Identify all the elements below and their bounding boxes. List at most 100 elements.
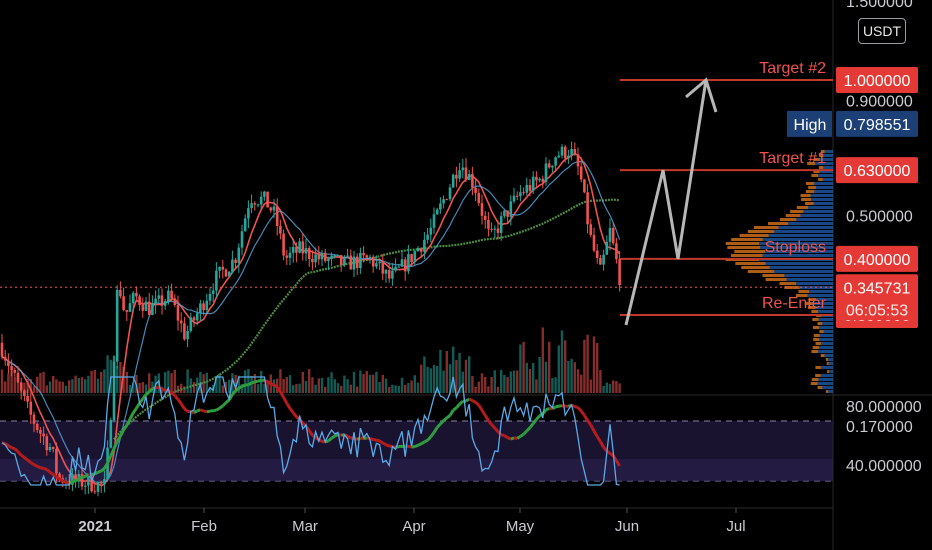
volume-bar xyxy=(592,336,596,393)
profile-bar xyxy=(800,194,811,197)
volume-bar xyxy=(522,342,525,393)
countdown-label: 06:05:53 xyxy=(846,302,908,319)
rsi-signal-segment xyxy=(535,414,541,421)
volume-bar xyxy=(410,380,413,393)
volume-bar xyxy=(426,366,429,393)
volume-bar xyxy=(570,358,573,393)
volume-bar xyxy=(7,373,10,393)
profile-bar xyxy=(820,342,833,345)
candle-body xyxy=(183,323,186,340)
rsi-signal-segment xyxy=(266,380,272,385)
candle-body xyxy=(330,255,333,259)
volume-bar xyxy=(490,377,493,393)
volume-bar xyxy=(240,384,244,393)
candle-body xyxy=(55,448,58,474)
rsi-signal-segment xyxy=(285,402,292,410)
rsi-signal-segment xyxy=(72,479,76,484)
volume-bar xyxy=(477,381,480,393)
candle-body xyxy=(176,305,180,321)
candle-body xyxy=(455,174,458,179)
rsi-signal-segment xyxy=(307,429,314,437)
rsi-signal-segment xyxy=(45,468,51,474)
rsi-signal-segment xyxy=(327,437,333,443)
volume-bar xyxy=(551,378,554,393)
candle-body xyxy=(243,218,247,232)
rsi-signal-segment xyxy=(97,469,102,474)
volume-bar xyxy=(468,356,471,393)
volume-bar xyxy=(586,334,589,393)
level-price-tag-bg xyxy=(836,245,918,272)
volume-bar xyxy=(138,383,141,393)
volume-bar xyxy=(618,383,621,393)
candle-body xyxy=(339,255,343,265)
rsi-signal-segment xyxy=(254,379,259,384)
profile-bar xyxy=(818,310,833,313)
volume-bar xyxy=(487,386,490,393)
candle-body xyxy=(195,313,199,321)
candle-body xyxy=(279,225,282,234)
volume-bar xyxy=(388,386,391,393)
candle-body xyxy=(93,491,97,493)
rsi-signal-segment xyxy=(179,402,186,410)
candle-body xyxy=(144,301,148,311)
rsi-signal-segment xyxy=(40,466,44,470)
profile-bar xyxy=(808,206,833,209)
profile-bar xyxy=(818,350,833,353)
profile-bar xyxy=(796,206,809,209)
volume-bar xyxy=(61,381,64,393)
profile-bar xyxy=(807,162,816,165)
candle-body xyxy=(135,292,138,297)
volume-bar xyxy=(493,370,496,393)
rsi-signal-segment xyxy=(503,434,509,439)
rsi-signal-segment xyxy=(408,445,412,449)
rsi-signal-segment xyxy=(65,480,70,485)
volume-bar xyxy=(16,375,20,393)
profile-bar xyxy=(818,378,833,381)
volume-bar xyxy=(583,339,586,393)
profile-bar xyxy=(807,294,833,297)
candle-body xyxy=(119,289,122,297)
rsi-signal-segment xyxy=(519,433,525,438)
profile-bar xyxy=(762,254,833,257)
candle-body xyxy=(442,199,445,204)
volume-bar xyxy=(436,365,439,393)
candle-body xyxy=(426,234,429,240)
rsi-signal-segment xyxy=(525,426,532,433)
candle-body xyxy=(74,474,77,481)
rsi-signal-segment xyxy=(270,382,275,387)
candle-body xyxy=(595,250,599,258)
candle-body xyxy=(35,423,39,430)
time-tick-label: Feb xyxy=(191,518,217,535)
profile-bar xyxy=(810,198,833,201)
candle-body xyxy=(247,208,250,219)
volume-bar xyxy=(503,374,506,393)
profile-bar xyxy=(825,358,829,361)
candle-body xyxy=(560,146,564,156)
profile-bar xyxy=(808,298,817,301)
rsi-signal-segment xyxy=(448,409,455,417)
candle-body xyxy=(224,269,228,277)
high-price-tag: 0.798551 xyxy=(844,117,911,134)
candle-body xyxy=(51,447,55,449)
volume-bar xyxy=(349,384,352,393)
rsi-signal-segment xyxy=(599,440,605,449)
candle-body xyxy=(96,482,100,492)
volume-bar xyxy=(484,376,487,393)
candle-body xyxy=(138,296,141,306)
rsi-signal-segment xyxy=(363,436,368,440)
profile-bar xyxy=(765,262,833,265)
volume-bar xyxy=(215,375,218,393)
rsi-signal-segment xyxy=(288,407,295,414)
rsi-signal-segment xyxy=(595,435,602,443)
rsi-signal-segment xyxy=(471,399,477,404)
currency-button[interactable]: USDT xyxy=(858,18,906,44)
profile-bar xyxy=(813,170,820,173)
volume-bar xyxy=(391,384,394,393)
candle-body xyxy=(391,270,394,279)
candle-body xyxy=(298,241,301,253)
volume-bar xyxy=(573,362,576,393)
level-price-tag-bg xyxy=(836,157,918,184)
candle-body xyxy=(0,342,4,357)
rsi-signal-segment xyxy=(420,440,426,446)
